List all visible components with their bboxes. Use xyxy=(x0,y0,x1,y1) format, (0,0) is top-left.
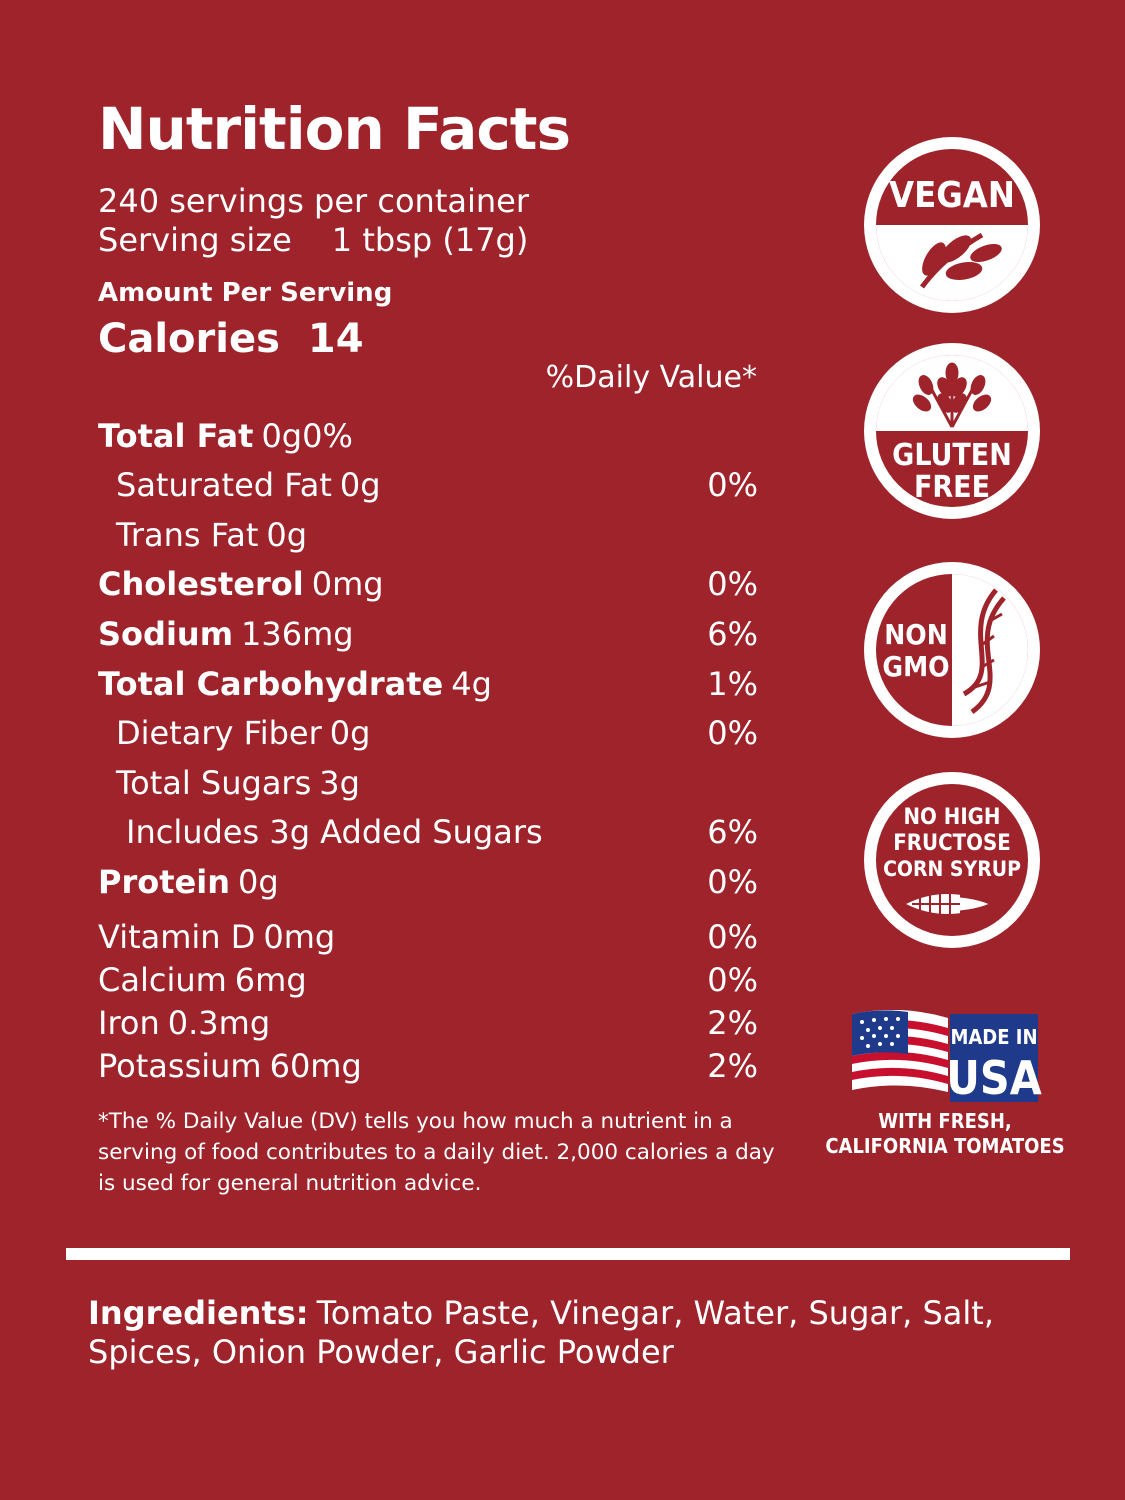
vegan-badge: VEGAN xyxy=(864,137,1040,313)
nutrient-amount: 0g xyxy=(329,714,371,752)
ingredients: Ingredients: Tomato Paste, Vinegar, Water… xyxy=(88,1294,1078,1372)
servings-per-container: 240 servings per container xyxy=(98,182,529,220)
calories: Calories 14 xyxy=(98,316,364,362)
vitamin-amount: 0mg xyxy=(263,918,336,956)
gmo-text: GMO xyxy=(882,650,949,683)
no-hfcs-badge-graphic: NO HIGH FRUCTOSE CORN SYRUP xyxy=(876,784,1028,936)
with-fresh-text: WITH FRESH, xyxy=(878,1109,1011,1133)
nutrient-dv: 6% xyxy=(707,813,758,851)
nutrient-row-sodium: Sodium 136mg 6% xyxy=(98,612,758,656)
nutrient-amount: 3g xyxy=(319,764,360,802)
nutrient-dv: 1% xyxy=(707,665,758,703)
vitamin-name: Vitamin D xyxy=(98,918,256,956)
nutrient-row-saturated-fat: Saturated Fat 0g 0% xyxy=(98,463,758,507)
free-text: FREE xyxy=(914,470,990,505)
nutrient-name: Total Fat xyxy=(98,417,254,455)
vitamin-name: Iron xyxy=(98,1004,160,1042)
ingredients-text: Tomato Paste, Vinegar, Water, Sugar, Sal… xyxy=(88,1294,995,1371)
nutrient-name: Cholesterol xyxy=(98,565,304,603)
non-gmo-badge: NON GMO xyxy=(864,562,1040,738)
nutrient-amount: 136mg xyxy=(241,615,354,653)
vegan-badge-graphic: VEGAN xyxy=(876,149,1028,301)
nutrient-name: Total Sugars xyxy=(116,764,312,802)
nutrient-row-dietary-fiber: Dietary Fiber 0g 0% xyxy=(98,711,758,755)
nutrient-row-protein: Protein 0g 0% xyxy=(98,860,758,904)
vitamin-row-vitamin-d: Vitamin D 0mg 0% xyxy=(98,915,758,959)
made-in-usa-badge: MADE IN USA WITH FRESH, CALIFORNIA TOMAT… xyxy=(820,1009,1070,1160)
vitamin-amount: 60mg xyxy=(269,1047,362,1085)
nutrient-row-added-sugars: Includes 3g Added Sugars 6% xyxy=(98,810,758,854)
vitamin-dv: 2% xyxy=(707,1047,758,1085)
no-hfcs-badge: NO HIGH FRUCTOSE CORN SYRUP xyxy=(864,772,1040,948)
nutrient-name: Dietary Fiber xyxy=(116,714,322,752)
nutrient-dv: 0% xyxy=(707,714,758,752)
vitamin-amount: 0.3mg xyxy=(167,1004,271,1042)
divider xyxy=(66,1248,1070,1260)
gluten-free-badge: GLUTEN FREE xyxy=(864,343,1040,519)
ingredients-label: Ingredients: xyxy=(88,1294,309,1332)
daily-value-header: %Daily Value* xyxy=(545,360,757,395)
serving-size-label: Serving size xyxy=(98,221,292,259)
vitamin-amount: 6mg xyxy=(234,961,307,999)
daily-value-footnote: *The % Daily Value (DV) tells you how mu… xyxy=(98,1109,775,1196)
nutrient-amount: 0g0% xyxy=(261,417,353,455)
amount-per-serving: Amount Per Serving xyxy=(98,278,393,308)
nutrient-row-total-carbohydrate: Total Carbohydrate 4g 1% xyxy=(98,662,758,706)
vitamin-row-iron: Iron 0.3mg 2% xyxy=(98,1001,758,1045)
serving-size: Serving size 1 tbsp (17g) xyxy=(98,221,528,259)
vitamin-dv: 0% xyxy=(707,961,758,999)
hfcs-line-3: CORN SYRUP xyxy=(883,857,1021,881)
corn-icon xyxy=(906,892,996,916)
vitamin-dv: 0% xyxy=(707,918,758,956)
nutrient-name: Sodium xyxy=(98,615,234,653)
wheat-icon xyxy=(912,362,992,428)
calories-label: Calories xyxy=(98,316,280,362)
dna-icon xyxy=(962,588,1006,715)
vitamin-dv: 2% xyxy=(707,1004,758,1042)
non-gmo-badge-graphic: NON GMO xyxy=(876,574,1028,726)
california-tomatoes-text: CALIFORNIA TOMATOES xyxy=(825,1134,1064,1158)
nutrient-amount: 0g xyxy=(266,516,308,554)
nutrient-name: Total Carbohydrate xyxy=(98,665,444,703)
nutrient-dv: 6% xyxy=(707,615,758,653)
hfcs-line-1: NO HIGH xyxy=(903,805,1000,830)
nutrient-dv: 0% xyxy=(707,565,758,603)
nutrient-row-cholesterol: Cholesterol 0mg 0% xyxy=(98,562,758,606)
vitamin-row-potassium: Potassium 60mg 2% xyxy=(98,1044,758,1088)
gluten-free-badge-graphic: GLUTEN FREE xyxy=(876,355,1028,507)
non-text: NON xyxy=(884,618,948,651)
nutrient-name: Trans Fat xyxy=(116,516,259,554)
nutrient-amount: 4g xyxy=(451,665,492,703)
made-in-text: MADE IN xyxy=(950,1025,1037,1049)
leaf-sprig-icon xyxy=(919,232,1002,289)
nutrition-title: Nutrition Facts xyxy=(98,95,571,163)
nutrient-dv: 0% xyxy=(707,466,758,504)
nutrient-row-total-sugars: Total Sugars 3g xyxy=(98,761,758,805)
hfcs-line-2: FRUCTOSE xyxy=(893,831,1010,856)
nutrient-name: Protein xyxy=(98,863,230,901)
vitamin-row-calcium: Calcium 6mg 0% xyxy=(98,958,758,1002)
nutrient-amount: 0g xyxy=(237,863,279,901)
nutrient-row-total-fat: Total Fat 0g0% xyxy=(98,414,758,458)
vitamin-name: Calcium xyxy=(98,961,227,999)
nutrient-dv: 0% xyxy=(707,863,758,901)
vitamin-name: Potassium xyxy=(98,1047,262,1085)
vegan-text: VEGAN xyxy=(889,175,1015,216)
gluten-text: GLUTEN xyxy=(892,438,1012,473)
usa-text: USA xyxy=(946,1051,1041,1105)
calories-value: 14 xyxy=(307,316,364,362)
serving-size-value: 1 tbsp (17g) xyxy=(331,221,529,259)
nutrient-name: Includes 3g Added Sugars xyxy=(126,813,543,851)
us-flag-icon xyxy=(852,1009,948,1092)
nutrient-amount: 0mg xyxy=(311,565,384,603)
made-in-usa-graphic: MADE IN USA WITH FRESH, CALIFORNIA TOMAT… xyxy=(825,1009,1065,1158)
nutrient-row-trans-fat: Trans Fat 0g xyxy=(98,513,758,557)
nutrient-name: Saturated Fat xyxy=(116,466,332,504)
nutrient-amount: 0g xyxy=(339,466,381,504)
